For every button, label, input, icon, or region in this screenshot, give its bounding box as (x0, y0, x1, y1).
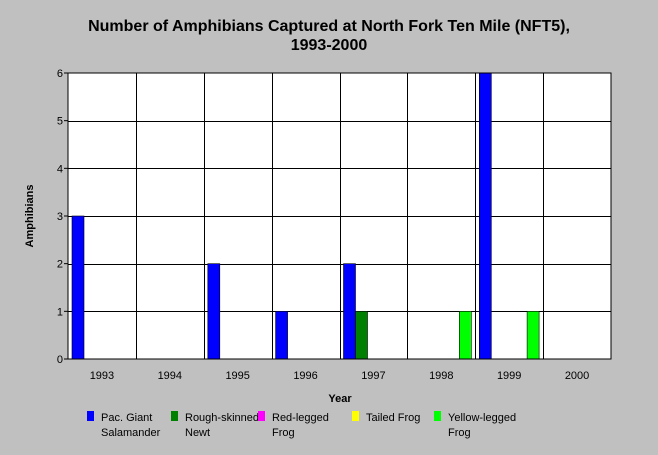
grid-lines (68, 73, 611, 359)
legend-swatch (171, 411, 178, 421)
bar (343, 263, 356, 360)
x-tick-label: 1996 (293, 370, 317, 382)
legend-item: Rough-skinned Newt (171, 411, 259, 439)
y-tick-label: 4 (57, 163, 63, 175)
legend-item: Tailed Frog (352, 411, 420, 424)
legend-swatch (87, 411, 94, 421)
legend-label: Salamander (101, 427, 161, 439)
y-tick-label: 1 (57, 306, 63, 318)
legend-label: Tailed Frog (366, 412, 420, 424)
x-tick-label: 1993 (90, 370, 114, 382)
x-tick-label: 1995 (225, 370, 249, 382)
bar (207, 263, 221, 360)
bar (526, 310, 540, 360)
y-tick-labels: 0 1 2 3 4 5 6 (57, 68, 68, 366)
legend-item: Pac. Giant Salamander (87, 411, 161, 439)
x-tick-label: 1998 (429, 370, 453, 382)
x-tick-label: 1997 (361, 370, 385, 382)
legend-label: Pac. Giant (101, 412, 152, 424)
y-tick-label: 5 (57, 116, 63, 128)
legend-swatch (258, 411, 265, 421)
x-axis-title: Year (328, 393, 352, 405)
legend-label: Newt (185, 427, 210, 439)
x-tick-label: 1994 (158, 370, 182, 382)
legend-label: Frog (448, 427, 471, 439)
x-tick-label: 2000 (565, 370, 589, 382)
legend-label: Frog (272, 427, 295, 439)
bar (458, 310, 472, 360)
bar (478, 72, 492, 360)
x-tick-labels: 1993 1994 1995 1996 1997 1998 1999 2000 (90, 370, 590, 382)
legend: Pac. Giant Salamander Rough-skinned Newt Red… (87, 411, 516, 439)
legend-swatch (434, 411, 441, 421)
y-tick-label: 0 (57, 354, 63, 366)
legend-swatch (352, 411, 359, 421)
bar (355, 310, 368, 360)
legend-label: Rough-skinned (185, 412, 259, 424)
chart-subtitle: 1993-2000 (291, 37, 368, 54)
legend-item: Red-legged Frog (258, 411, 329, 439)
chart-title: Number of Amphibians Captured at North F… (88, 18, 570, 35)
y-tick-label: 6 (57, 68, 63, 80)
y-tick-label: 2 (57, 259, 63, 271)
x-tick-label: 1999 (497, 370, 521, 382)
bar (275, 310, 288, 360)
legend-item: Yellow-legged Frog (434, 411, 516, 439)
legend-label: Yellow-legged (448, 412, 516, 424)
legend-label: Red-legged (272, 412, 329, 424)
bar (71, 215, 85, 360)
bars (71, 72, 540, 360)
y-tick-label: 3 (57, 211, 63, 223)
y-axis-title: Amphibians (24, 185, 36, 248)
